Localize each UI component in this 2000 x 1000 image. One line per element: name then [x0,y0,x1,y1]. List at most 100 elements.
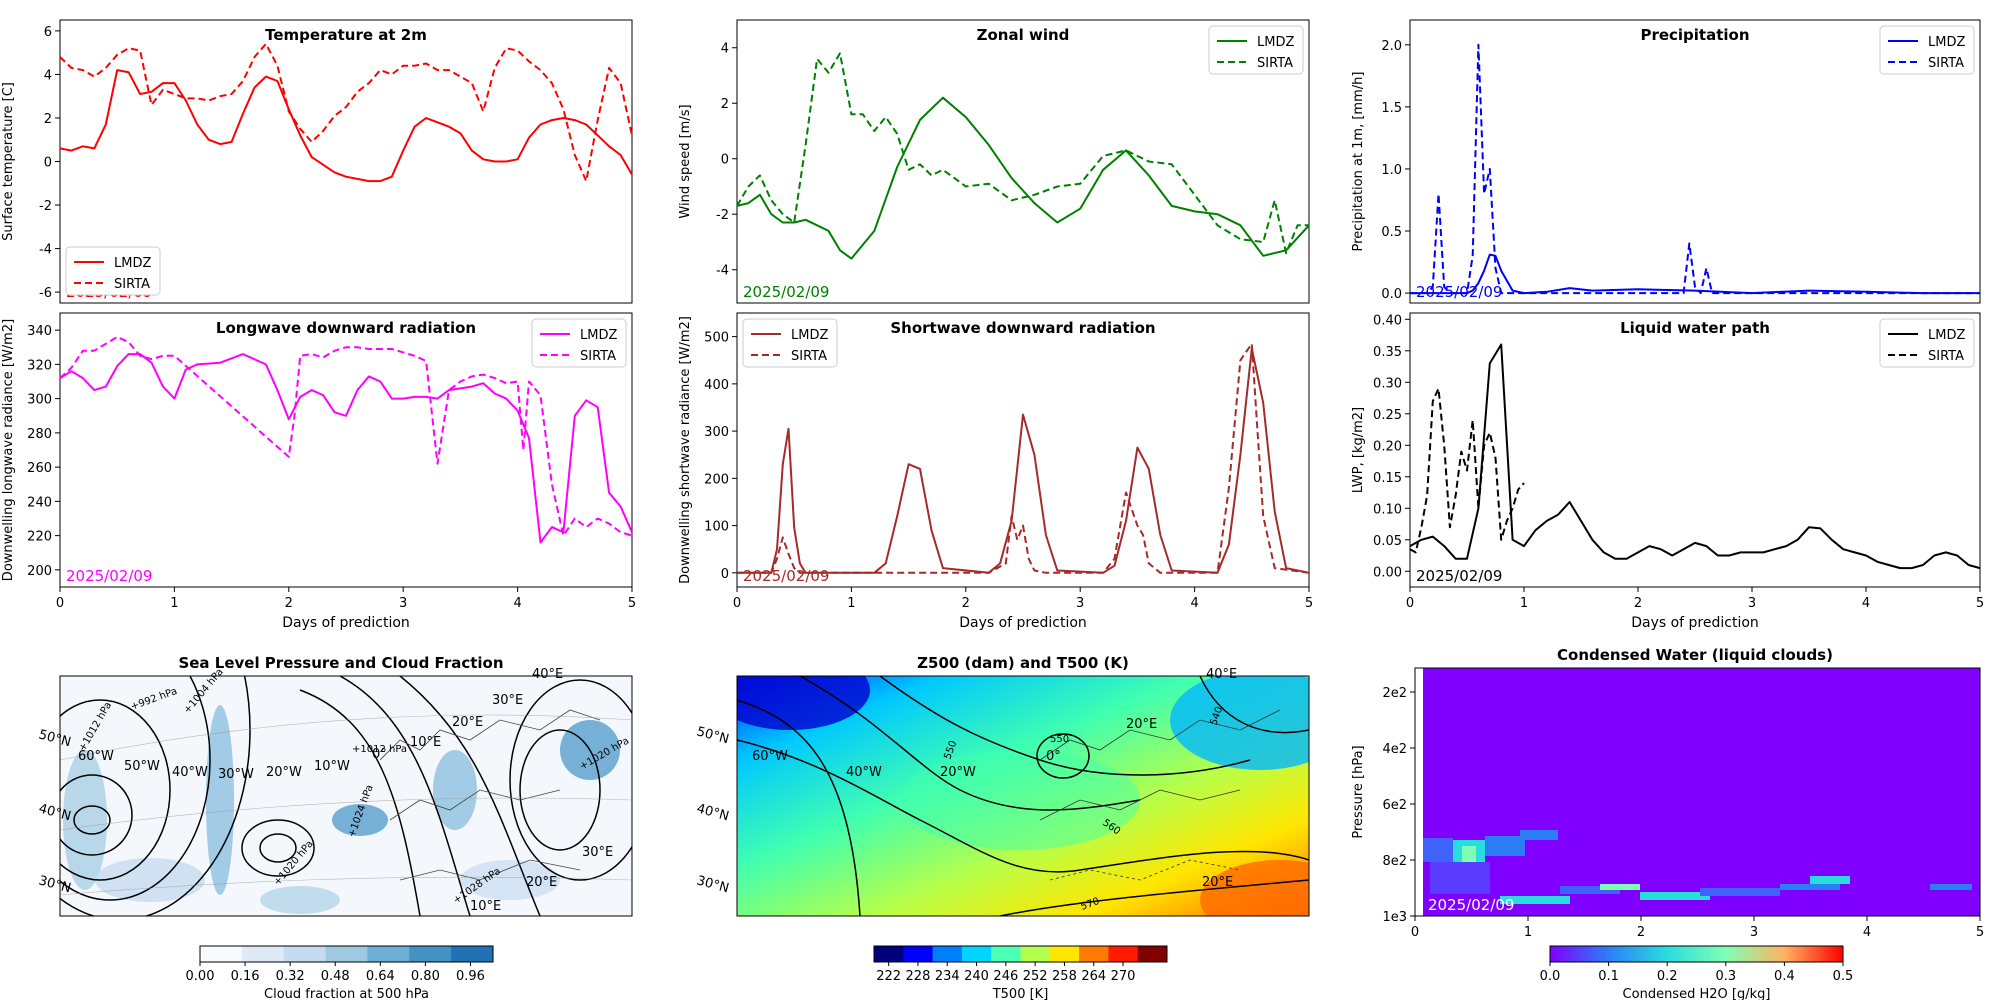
colorbar-segment [283,946,327,962]
x-tick-label: 5 [1305,596,1313,611]
y-tick-label: 0 [721,567,729,582]
x-tick-label: 4 [513,596,521,611]
colorbar-tick-label: 222 [876,969,901,984]
series-line-lmdz [736,96,1310,260]
y-tick-label: 0.30 [1373,376,1402,391]
x-tick-label: 3 [1750,925,1758,940]
x-tick-label: 2 [962,596,970,611]
t500-colorbar: 222 228 234 240 246 252 258 264 270 T500 [K] [873,945,1168,1000]
coastlines [1039,709,1281,881]
lon-label: 10°E [410,735,441,750]
shortwave-radiation-chart: 0 100 200 300 400 500 0 1 2 3 4 5 Shortwave downward… [678,312,1313,631]
legend-label: LMDZ [791,328,828,343]
y-tick-label: 260 [27,461,52,476]
y-tick-label: 1.0 [1381,163,1402,178]
y-tick-label: 400 [704,378,729,393]
map2-frame [736,675,1310,917]
colorbar-segment [903,946,934,962]
series-line-sirta [59,42,633,183]
colorbar-segment [1049,946,1080,962]
y-tick-label: 0.0 [1381,287,1402,302]
chart-title: Shortwave downward radiation [890,319,1155,337]
y-tick-label: 300 [704,425,729,440]
y-tick-label: 2.0 [1381,39,1402,54]
colorbar-tick-label: 0.3 [1715,969,1736,984]
x-tick-label: 2 [1634,596,1642,611]
series-line-sirta [1409,387,1525,554]
y-tick-label: 4e2 [1382,742,1407,757]
legend-label: SIRTA [1928,349,1964,364]
x-tick-label: 0 [733,596,741,611]
legend: LMDZ SIRTA [1208,25,1304,75]
y-axis-label: Wind speed [m/s] [678,104,693,218]
y-axis-label: Precipitation at 1m, [mm/h] [1351,72,1366,252]
y-tick-label: 340 [27,324,52,339]
heatmap-cell [1415,668,1423,916]
colorbar-tick-label: 0.4 [1774,969,1795,984]
date-stamp: 2025/02/09 [66,567,152,585]
zonal-wind-chart: -4 -2 0 2 4 Zonal wind Wind speed [m/s] 2025/02… [678,19,1310,304]
colorbar-tick-label: 264 [1081,969,1106,984]
legend-label: LMDZ [1257,35,1294,50]
y-tick-label: 2 [721,97,729,112]
lon-label: 0° [372,747,387,762]
colorbar-tick-label: 270 [1111,969,1136,984]
map1-frame [59,675,633,917]
y-axis-label: Surface temperature [C] [1,82,16,241]
x-tick-label: 3 [1748,596,1756,611]
x-tick-label: 4 [1190,596,1198,611]
heatmap-cell [1500,896,1570,904]
z500-t500-map: Z500 (dam) and T500 (K) 50°N [695,654,1310,1000]
chart-title: Liquid water path [1620,319,1770,337]
series-line-sirta [59,336,633,537]
y-tick-label: 4 [44,68,52,83]
x-tick-label: 1 [1524,925,1532,940]
y-tick-label: -2 [716,208,729,223]
y-tick-label: 6e2 [1382,798,1407,813]
x-tick-label: 3 [1076,596,1084,611]
colorbar-segment [1020,946,1051,962]
temperature-patch [1200,860,1309,916]
y-tick-label: -4 [39,243,52,258]
isobar-label: +1012 hPa [352,744,407,755]
colorbar-frame [1549,945,1844,963]
lon-label: 0° [1046,749,1061,764]
colorbar-label: Cloud fraction at 500 hPa [264,987,429,1000]
lon-label: 20°W [940,765,976,780]
y-tick-label: 1e3 [1382,910,1407,925]
legend: LMDZ SIRTA [65,246,161,296]
liquid-water-path-chart: 0.00 0.05 0.10 0.15 0.20 0.25 0.30 0.35 0.40 0 1 2 3… [1351,312,1984,631]
lon-label: 30°E [492,693,523,708]
y-tick-label: 8e2 [1382,854,1407,869]
x-axis-label: Days of prediction [1631,615,1759,631]
cloud-patch [332,804,388,836]
y-tick-label: 2e2 [1382,686,1407,701]
colorbar-frame [873,945,1168,963]
colorbar-tick-label: 0.96 [456,969,485,984]
chart-title: Zonal wind [977,26,1070,44]
slp-cloud-map: Sea Level Pressure and Cloud Fraction [37,654,633,1000]
heatmap-cell [1520,830,1558,840]
y-tick-label: 0.35 [1373,345,1402,360]
y-tick-label: 280 [27,427,52,442]
heatmap-background [1415,668,1980,916]
lon-label: 40°E [532,667,563,682]
y-tick-label: 4 [721,42,729,57]
colorbar-label: Condensed H2O [g/kg] [1623,987,1771,1000]
y-tick-label: -2 [39,199,52,214]
x-tick-label: 1 [847,596,855,611]
series-line-lmdz [59,353,633,544]
graticule [60,714,632,896]
colorbar-segment [1108,946,1139,962]
colorbar-tick-label: 258 [1052,969,1077,984]
series-line-sirta [736,52,1309,255]
y-tick-label: 320 [27,358,52,373]
colorbar-tick-label: 252 [1023,969,1048,984]
y-tick-label: 200 [27,564,52,579]
lon-label: 40°W [172,765,208,780]
cloud-patch [260,886,340,914]
lon-label: 60°W [752,749,788,764]
lon-label: 30°E [582,845,613,860]
x-tick-label: 2 [285,596,293,611]
colorbar-frame [199,945,494,963]
